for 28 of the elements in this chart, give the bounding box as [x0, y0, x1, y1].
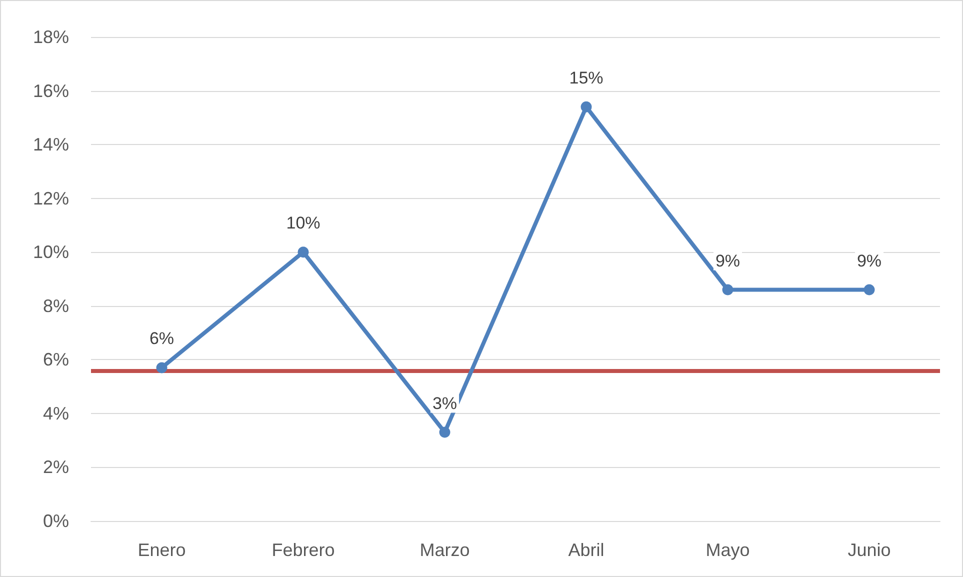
- x-tick-label: Febrero: [272, 540, 335, 560]
- point: [439, 426, 450, 438]
- data-label: 6%: [149, 329, 174, 348]
- y-tick-label: 6%: [42, 350, 69, 370]
- x-tick-label: Abril: [568, 540, 604, 560]
- x-tick-label: Enero: [138, 540, 186, 560]
- y-tick-label: 14%: [32, 134, 69, 155]
- point: [580, 101, 592, 112]
- x-tick-label: Junio: [848, 540, 891, 560]
- x-tick-label: Mayo: [706, 540, 750, 560]
- point: [722, 284, 734, 296]
- data-label: 10%: [286, 214, 320, 233]
- point: [864, 284, 875, 296]
- y-tick-label: 4%: [42, 403, 69, 424]
- y-tick-label: 12%: [32, 188, 69, 208]
- y-tick-label: 8%: [42, 296, 69, 316]
- y-tick-label: 18%: [32, 27, 69, 47]
- data-label: 15%: [569, 68, 604, 88]
- x-tick-label: Marzo: [420, 540, 470, 560]
- data-label: 9%: [715, 251, 740, 270]
- point: [298, 246, 309, 258]
- y-tick-label: 2%: [42, 457, 69, 478]
- y-tick-label: 10%: [32, 242, 69, 262]
- y-tick-label: 0%: [42, 511, 69, 531]
- point: [156, 362, 168, 374]
- data-label: 3%: [432, 394, 458, 413]
- data-label: 9%: [856, 251, 882, 270]
- y-tick-label: 16%: [32, 80, 69, 101]
